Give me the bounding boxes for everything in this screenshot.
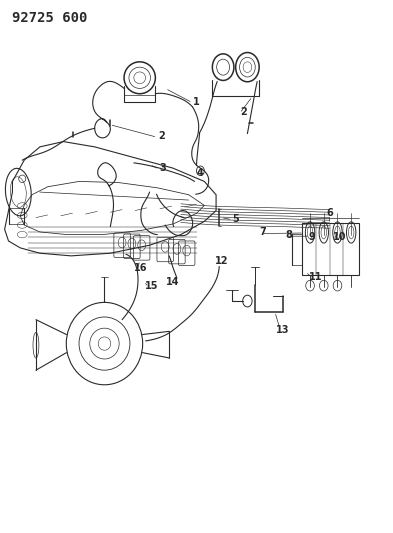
Text: 16: 16 xyxy=(134,263,148,273)
Text: 14: 14 xyxy=(166,278,180,287)
Text: 10: 10 xyxy=(333,232,346,243)
Text: 4: 4 xyxy=(197,168,204,179)
Text: 2: 2 xyxy=(158,131,165,141)
Text: 6: 6 xyxy=(326,208,333,219)
Text: 3: 3 xyxy=(160,163,167,173)
Text: 5: 5 xyxy=(232,214,239,224)
Text: 1: 1 xyxy=(193,96,200,107)
Text: 13: 13 xyxy=(276,325,289,335)
Text: 92725 600: 92725 600 xyxy=(13,11,88,26)
Text: 9: 9 xyxy=(309,232,316,243)
Text: 8: 8 xyxy=(285,230,292,240)
Text: 15: 15 xyxy=(145,281,158,291)
Text: 11: 11 xyxy=(309,272,323,282)
Text: 7: 7 xyxy=(260,227,266,237)
Text: 2: 2 xyxy=(240,107,247,117)
Text: 12: 12 xyxy=(215,256,229,266)
